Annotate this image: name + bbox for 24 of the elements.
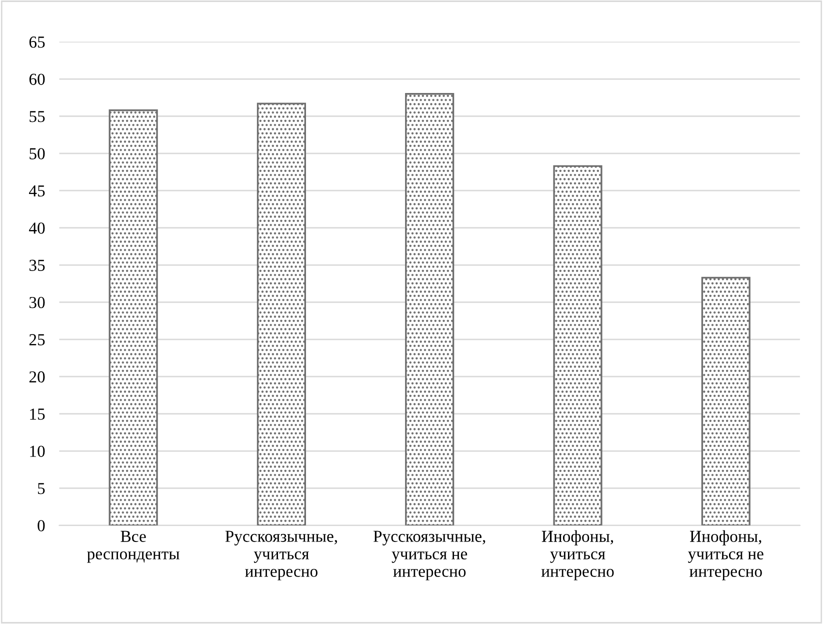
bar	[405, 93, 454, 526]
bar	[553, 165, 602, 526]
y-tick-label: 25	[29, 334, 45, 346]
x-tick-label: Инофоны, учиться интересно	[541, 530, 614, 580]
bar	[256, 102, 306, 526]
bar	[108, 109, 158, 526]
bar	[701, 276, 750, 526]
y-tick-label: 55	[30, 111, 45, 122]
x-tick-label: Русскоязычные, учиться не интересно	[374, 530, 486, 580]
y-tick-label: 60	[29, 74, 45, 85]
y-tick-label: 30	[29, 296, 45, 308]
y-tick-label: 10	[30, 446, 45, 457]
x-tick-label: Инофоны, учиться не интересно	[688, 530, 764, 580]
y-tick-label: 0	[38, 520, 45, 532]
y-tick-label: 20	[29, 371, 45, 383]
y-tick-label: 40	[29, 222, 45, 234]
x-tick-label: Все респонденты	[87, 530, 180, 563]
y-tick-label: 35	[29, 260, 45, 271]
y-tick-label: 65	[29, 36, 45, 48]
x-tick-label: Русскоязычные, учиться интересно	[225, 530, 337, 580]
y-tick-label: 15	[30, 408, 45, 420]
y-tick-label: 50	[30, 148, 45, 160]
y-tick-label: 45	[29, 185, 45, 197]
y-tick-label: 5	[38, 483, 45, 494]
